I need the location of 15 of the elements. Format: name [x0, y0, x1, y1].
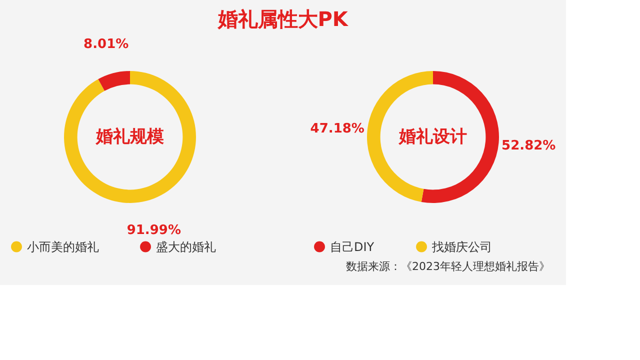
data-label: 91.99%	[126, 222, 181, 238]
text: 婚礼设计	[398, 127, 467, 147]
legend-label: 盛大的婚礼	[156, 240, 216, 254]
data-label: 8.01%	[84, 37, 129, 52]
text: 婚礼规模	[95, 127, 164, 147]
legend-label: 自己DIY	[330, 240, 375, 254]
donut-slice	[98, 71, 130, 91]
source-note: 数据来源：《2023年轻人理想婚礼报告》	[346, 260, 550, 273]
donut-slice	[64, 71, 196, 203]
legend-label: 小而美的婚礼	[27, 240, 99, 254]
donut-slice	[367, 71, 433, 202]
data-label: 52.82%	[502, 138, 556, 154]
data-label: 47.18%	[310, 122, 364, 137]
text: 婚礼属性大PK	[216, 7, 350, 32]
legend-label: 找婚庆公司	[431, 240, 492, 254]
